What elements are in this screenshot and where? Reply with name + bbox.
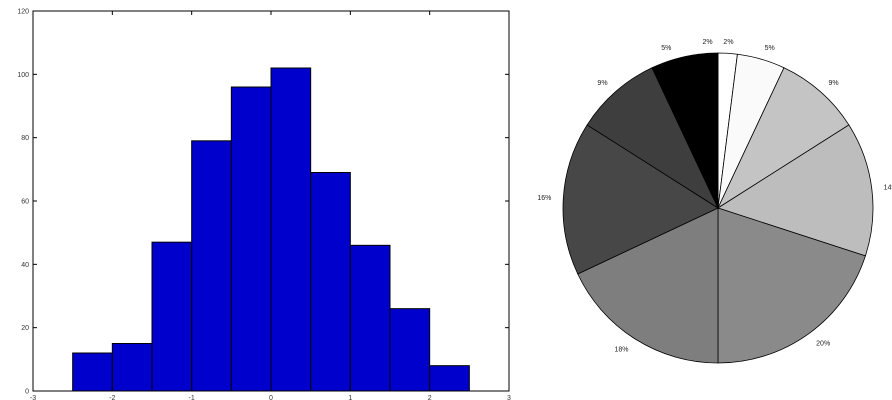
- histogram-bar: [111, 343, 153, 392]
- histogram-bar: [72, 352, 113, 392]
- pie-slice-label: 14%: [884, 185, 892, 192]
- pie-slice: [577, 207, 719, 364]
- pie-slice-label: 9%: [828, 80, 838, 87]
- pie-slice-label: 16%: [537, 195, 551, 202]
- y-tick-label: 100: [17, 72, 29, 79]
- y-tick-label: 60: [21, 199, 29, 206]
- pie-slice-label: 2%: [723, 39, 733, 46]
- x-tick-label: -2: [109, 395, 115, 400]
- y-tick-label: 120: [17, 9, 29, 16]
- x-tick-label: 1: [348, 395, 352, 400]
- y-tick-label: 20: [21, 325, 29, 332]
- x-tick-label: 2: [428, 395, 432, 400]
- pie-slice-label: 2%: [702, 39, 712, 46]
- pie-slice: [586, 67, 719, 210]
- x-tick-label: 0: [269, 395, 273, 400]
- histogram-bar: [429, 365, 470, 392]
- y-tick-label: 0: [25, 389, 29, 396]
- histogram-bar: [310, 172, 351, 392]
- histogram-bar: [270, 67, 312, 392]
- histogram-bar: [151, 241, 193, 392]
- pie-slice-label: 20%: [816, 341, 830, 348]
- pie-slice-label: 18%: [615, 347, 629, 354]
- pie-slice-label: 5%: [765, 45, 775, 52]
- y-tick-label: 40: [21, 262, 29, 269]
- histogram-bar: [389, 308, 431, 392]
- x-tick-label: 3: [507, 395, 511, 400]
- histogram-bar: [191, 140, 232, 392]
- histogram-chart: 0 20 40 60 80 100 120 -3 -2 -1 0 1 2 3: [17, 9, 511, 400]
- x-tick-label: -1: [189, 395, 195, 400]
- pie-slice: [717, 207, 866, 364]
- histogram-bar: [349, 244, 391, 392]
- y-tick-label: 80: [21, 135, 29, 142]
- x-tick-label: -3: [30, 395, 36, 400]
- pie-slice: [717, 124, 874, 257]
- pie-slice: [717, 67, 850, 210]
- pie-slice: [562, 124, 719, 275]
- histogram-bar: [230, 86, 272, 392]
- pie-slice-label: 5%: [661, 45, 671, 52]
- pie-slice-label: 9%: [597, 80, 607, 87]
- pie-slice: [698, 52, 719, 209]
- pie-chart: 2% 5% 9% 14% 20% 18% 16% 9% 5% 2%: [537, 39, 892, 364]
